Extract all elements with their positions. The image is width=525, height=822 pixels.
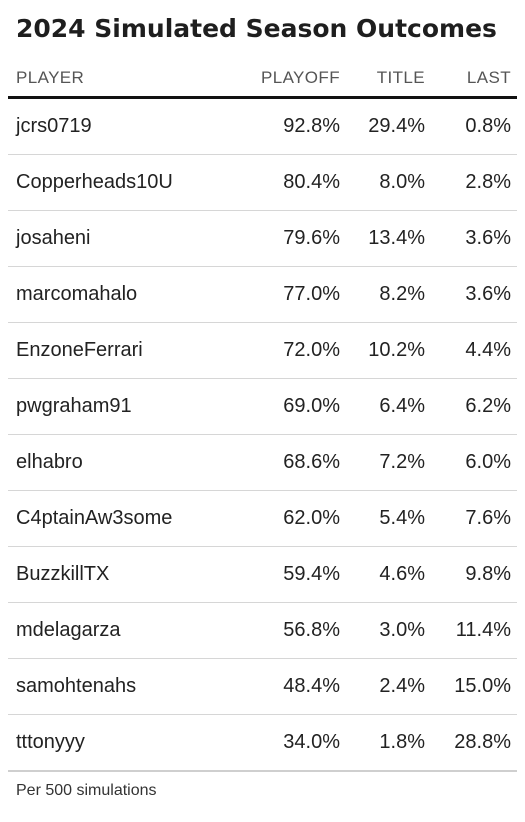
table-row: tttonyyy 34.0% 1.8% 28.8%: [8, 714, 517, 772]
outcomes-table: PLAYER PLAYOFF TITLE LAST jcrs0719 92.8% 2…: [8, 59, 517, 772]
playoff-pct-cell: 72.0%: [240, 322, 340, 379]
last-pct-cell: 7.6%: [425, 490, 517, 547]
title-pct-cell: 29.4%: [340, 97, 425, 155]
footnote: Per 500 simulations: [16, 782, 157, 799]
playoff-pct-cell: 68.6%: [240, 434, 340, 491]
player-name-cell: mdelagarza: [8, 602, 240, 659]
last-pct-cell: 11.4%: [425, 602, 517, 659]
last-pct-cell: 3.6%: [425, 210, 517, 267]
table-row: jcrs0719 92.8% 29.4% 0.8%: [8, 97, 517, 155]
table-row: Copperheads10U 80.4% 8.0% 2.8%: [8, 154, 517, 211]
playoff-pct-cell: 77.0%: [240, 266, 340, 323]
table-body: jcrs0719 92.8% 29.4% 0.8% Copperheads10U 80.4…: [8, 97, 517, 772]
playoff-pct-cell: 56.8%: [240, 602, 340, 659]
last-pct-cell: 9.8%: [425, 546, 517, 603]
title-pct-cell: 10.2%: [340, 322, 425, 379]
title-pct-cell: 5.4%: [340, 490, 425, 547]
column-header-playoff: PLAYOFF: [240, 59, 340, 99]
player-name-cell: tttonyyy: [8, 714, 240, 772]
playoff-pct-cell: 59.4%: [240, 546, 340, 603]
column-header-last: LAST: [425, 59, 517, 99]
page-title: 2024 Simulated Season Outcomes: [16, 14, 497, 43]
title-pct-cell: 8.2%: [340, 266, 425, 323]
player-name-cell: BuzzkillTX: [8, 546, 240, 603]
playoff-pct-cell: 69.0%: [240, 378, 340, 435]
column-header-player: PLAYER: [8, 59, 240, 99]
last-pct-cell: 28.8%: [425, 714, 517, 772]
table-row: elhabro 68.6% 7.2% 6.0%: [8, 434, 517, 491]
table-row: C4ptainAw3some 62.0% 5.4% 7.6%: [8, 490, 517, 547]
table-row: josaheni 79.6% 13.4% 3.6%: [8, 210, 517, 267]
last-pct-cell: 6.2%: [425, 378, 517, 435]
title-pct-cell: 1.8%: [340, 714, 425, 772]
title-pct-cell: 2.4%: [340, 658, 425, 715]
column-header-title: TITLE: [340, 59, 425, 99]
playoff-pct-cell: 92.8%: [240, 97, 340, 155]
player-name-cell: josaheni: [8, 210, 240, 267]
player-name-cell: jcrs0719: [8, 97, 240, 155]
table-row: pwgraham91 69.0% 6.4% 6.2%: [8, 378, 517, 435]
table-row: marcomahalo 77.0% 8.2% 3.6%: [8, 266, 517, 323]
player-name-cell: samohtenahs: [8, 658, 240, 715]
table-header: PLAYER PLAYOFF TITLE LAST: [8, 59, 517, 99]
last-pct-cell: 4.4%: [425, 322, 517, 379]
title-pct-cell: 7.2%: [340, 434, 425, 491]
player-name-cell: elhabro: [8, 434, 240, 491]
playoff-pct-cell: 34.0%: [240, 714, 340, 772]
playoff-pct-cell: 80.4%: [240, 154, 340, 211]
player-name-cell: Copperheads10U: [8, 154, 240, 211]
last-pct-cell: 2.8%: [425, 154, 517, 211]
title-pct-cell: 3.0%: [340, 602, 425, 659]
table-row: samohtenahs 48.4% 2.4% 15.0%: [8, 658, 517, 715]
player-name-cell: pwgraham91: [8, 378, 240, 435]
last-pct-cell: 6.0%: [425, 434, 517, 491]
playoff-pct-cell: 79.6%: [240, 210, 340, 267]
table-row: BuzzkillTX 59.4% 4.6% 9.8%: [8, 546, 517, 603]
title-pct-cell: 13.4%: [340, 210, 425, 267]
playoff-pct-cell: 48.4%: [240, 658, 340, 715]
title-pct-cell: 4.6%: [340, 546, 425, 603]
last-pct-cell: 0.8%: [425, 97, 517, 155]
player-name-cell: marcomahalo: [8, 266, 240, 323]
table-row: EnzoneFerrari 72.0% 10.2% 4.4%: [8, 322, 517, 379]
player-name-cell: C4ptainAw3some: [8, 490, 240, 547]
header-row: PLAYER PLAYOFF TITLE LAST: [8, 59, 517, 99]
title-pct-cell: 6.4%: [340, 378, 425, 435]
last-pct-cell: 3.6%: [425, 266, 517, 323]
last-pct-cell: 15.0%: [425, 658, 517, 715]
player-name-cell: EnzoneFerrari: [8, 322, 240, 379]
playoff-pct-cell: 62.0%: [240, 490, 340, 547]
title-pct-cell: 8.0%: [340, 154, 425, 211]
table-row: mdelagarza 56.8% 3.0% 11.4%: [8, 602, 517, 659]
